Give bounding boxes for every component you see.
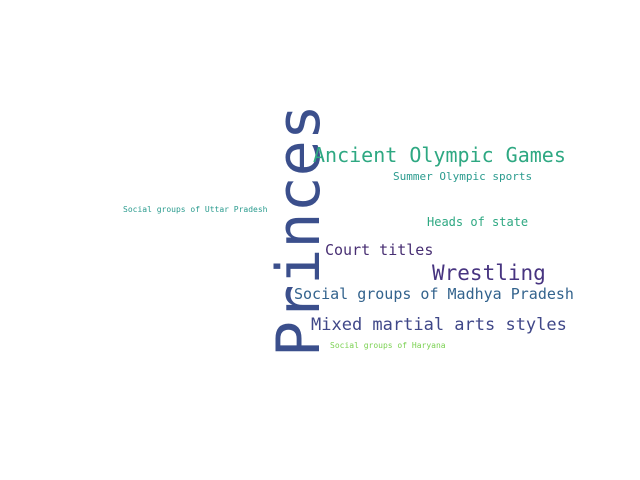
word-wrestling: Wrestling <box>432 261 546 285</box>
word-ancient-olympic-games: Ancient Olympic Games <box>313 143 566 167</box>
word-heads-of-state: Heads of state <box>427 215 529 229</box>
word-summer-olympic-sports: Summer Olympic sports <box>393 170 533 183</box>
word-social-groups-madhya-pradesh: Social groups of Madhya Pradesh <box>294 285 574 303</box>
word-court-titles: Court titles <box>325 241 434 259</box>
word-social-groups-haryana: Social groups of Haryana <box>330 341 446 350</box>
word-mixed-martial-arts-styles: Mixed martial arts styles <box>311 315 567 335</box>
word-social-groups-uttar-pradesh: Social groups of Uttar Pradesh <box>123 205 268 214</box>
